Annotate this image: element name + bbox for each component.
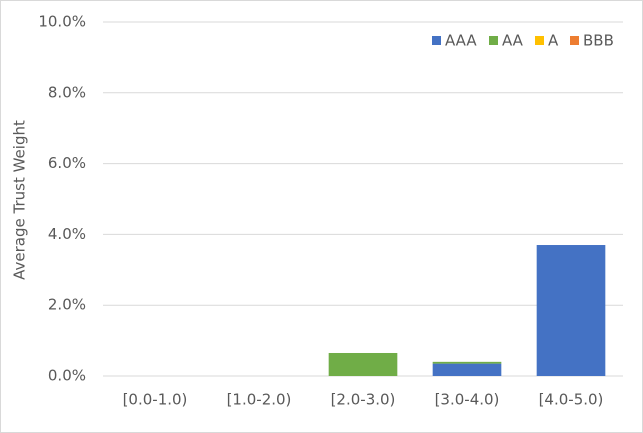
legend-label: A xyxy=(548,32,559,50)
x-tick-label: [3.0-4.0) xyxy=(435,391,500,409)
y-tick-label: 0.0% xyxy=(48,367,86,385)
y-tick-label: 6.0% xyxy=(48,154,86,172)
legend-swatch xyxy=(535,36,544,45)
legend-label: AAA xyxy=(445,32,477,50)
y-tick-label: 4.0% xyxy=(48,225,86,243)
bar-segment xyxy=(536,245,606,376)
bar-segment xyxy=(432,361,502,364)
legend-swatch xyxy=(432,36,441,45)
legend-label: BBB xyxy=(583,32,614,50)
y-tick-label: 2.0% xyxy=(48,296,86,314)
bar-segment xyxy=(328,352,398,376)
x-tick-label: [2.0-3.0) xyxy=(331,391,396,409)
x-tick-label: [1.0-2.0) xyxy=(227,391,292,409)
y-tick-label: 10.0% xyxy=(38,13,86,31)
x-tick-label: [4.0-5.0) xyxy=(539,391,604,409)
y-tick-label: 8.0% xyxy=(48,83,86,101)
y-axis-title: Average Trust Weight xyxy=(11,120,29,280)
legend-swatch xyxy=(489,36,498,45)
legend-label: AA xyxy=(502,32,524,50)
legend-swatch xyxy=(570,36,579,45)
x-tick-label: [0.0-1.0) xyxy=(123,391,188,409)
bar-segment xyxy=(432,363,502,376)
